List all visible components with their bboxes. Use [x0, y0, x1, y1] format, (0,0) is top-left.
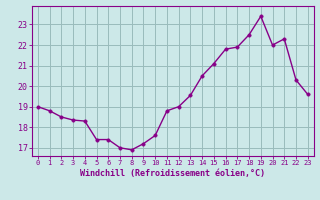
X-axis label: Windchill (Refroidissement éolien,°C): Windchill (Refroidissement éolien,°C)	[80, 169, 265, 178]
